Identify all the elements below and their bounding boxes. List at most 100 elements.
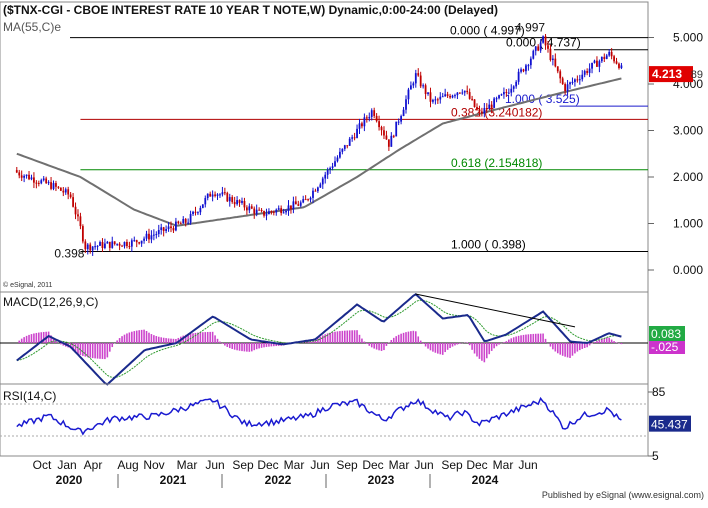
candle-body [463,90,466,93]
candle-body [157,229,160,235]
candle-body [385,135,388,140]
candle-body [133,240,136,242]
macd-series [0,293,648,386]
candle-body [126,241,128,247]
candle-body [432,99,434,102]
candle-body [20,175,23,178]
candle-body [434,99,437,101]
x-month-label: Dec [362,458,383,472]
candle-body [304,199,307,201]
candle-body [449,95,451,98]
candle-body [290,205,292,209]
candle-body [510,88,513,93]
candle-body [441,96,444,98]
candle-body [35,182,38,184]
fib-label: 0.618 (2.154818) [451,156,542,170]
candle-body [468,92,471,99]
candle-body [351,137,354,139]
candle-body [503,92,505,95]
candle-body [268,211,270,215]
candle-body [605,55,608,59]
candle-body [123,241,126,247]
x-month-label: Sep [336,458,358,472]
macd-legend: MACD(12,26,9,C) [3,295,98,309]
x-year-label: 2020 [56,473,83,487]
candle-body [361,123,363,127]
candle-body [307,199,309,201]
candle-body [89,244,92,251]
candle-body [79,216,82,227]
candle-body [483,108,486,114]
candle-body [170,226,172,229]
candle-body [228,197,231,202]
candle-body [101,242,104,249]
candle-body [539,42,542,51]
candle-body [336,157,339,162]
rsi-axis: 85 5 [648,385,666,463]
candle-body [547,45,549,49]
candle-body [488,104,491,110]
candle-body [57,186,60,188]
x-month-label: Mar [493,458,514,472]
x-month-label: Sep [232,458,254,472]
candle-body [566,84,569,92]
candle-body [314,190,317,192]
x-month-label: Oct [33,458,52,472]
rsi-series [0,396,648,437]
candle-body [341,148,344,152]
candle-body [373,110,376,116]
candle-body [94,246,97,248]
candle-body [221,192,224,195]
x-month-label: Mar [284,458,305,472]
rsi-tick-label: 5 [652,449,659,463]
rsi-line [16,396,622,436]
candle-body [559,71,562,79]
candle-body [532,50,535,59]
x-month-label: Jun [414,458,433,472]
candle-body [148,233,150,240]
candle-body [42,178,45,181]
candle-body [18,172,21,176]
candle-body [28,174,30,180]
candle-body [211,194,214,197]
price-tick-label: 3.000 [673,124,703,138]
ma-line [16,77,622,227]
candle-body [187,222,190,224]
candle-body [45,178,48,184]
candle-body [395,121,398,137]
candle-body [405,99,407,110]
candle-body [226,192,229,202]
x-month-label: Apr [84,458,103,472]
candle-body [255,209,258,214]
candle-body [216,194,219,196]
candle-body [143,238,145,241]
candle-body [113,241,116,244]
candle-body [358,123,361,129]
candle-body [537,46,540,51]
candle-body [106,241,109,244]
x-month-label: Jan [57,458,76,472]
candle-body [199,207,202,213]
candle-body [368,116,371,119]
candle-body [319,184,322,188]
candle-body [507,92,510,94]
x-axis: Oct Jan Apr Aug Nov Mar Jun Sep Dec Mar Jun Sep Dec M… [33,458,538,488]
candle-body [309,197,312,200]
candle-body [231,197,234,203]
candle-body [219,194,221,196]
candle-body [334,161,336,167]
x-year-label: 2023 [368,473,395,487]
candle-body [498,95,500,99]
candle-body [282,212,285,214]
candle-body [280,208,283,214]
candle-body [478,109,481,112]
candle-body [534,46,537,51]
candle-body [424,85,427,95]
x-month-label: Mar [177,458,198,472]
candle-body [329,167,332,170]
candle-body [108,241,111,248]
candle-body [245,207,248,211]
macd-badges: 0.083-.025 [649,326,685,354]
rsi-badge-bg [649,415,691,432]
